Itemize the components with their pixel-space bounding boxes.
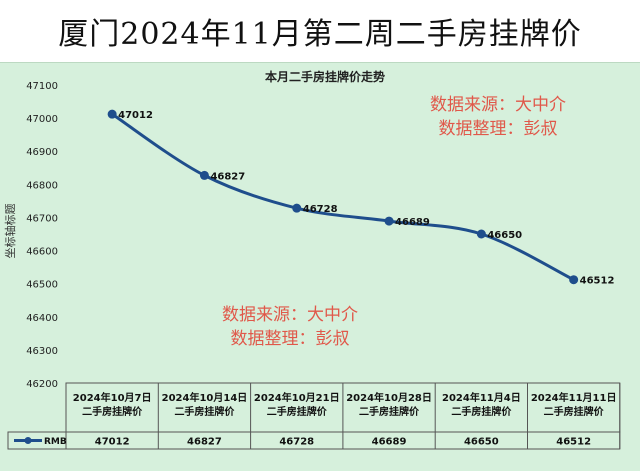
table-category-label: 2024年10月7日 bbox=[73, 391, 152, 404]
chart-panel: 本月二手房挂牌价走势 坐标轴标题 46200 46300 46400 46500 466… bbox=[0, 62, 640, 471]
y-tick-label: 46700 bbox=[26, 213, 58, 224]
table-value-cell: 46689 bbox=[372, 437, 407, 448]
chart-title: 本月二手房挂牌价走势 bbox=[265, 69, 385, 84]
series-line-rmb bbox=[111, 112, 575, 282]
data-point-marker bbox=[292, 203, 302, 213]
line-chart: 本月二手房挂牌价走势 坐标轴标题 46200 46300 46400 46500 466… bbox=[3, 69, 621, 450]
data-point-marker bbox=[569, 275, 579, 285]
y-tick-label: 46800 bbox=[26, 180, 58, 191]
table-value-cell: 46512 bbox=[556, 437, 591, 448]
table-value-cell: 46650 bbox=[464, 437, 499, 448]
y-tick-label: 46900 bbox=[26, 147, 58, 158]
table-category-label: 二手房挂牌价 bbox=[82, 405, 143, 418]
data-label: 47012 bbox=[118, 110, 153, 121]
table-category-label: 2024年11月4日 bbox=[442, 391, 521, 404]
legend-marker bbox=[24, 437, 32, 444]
table-value-cell: 46827 bbox=[187, 437, 222, 448]
editor-note-line: 数据整理：彭叔 bbox=[230, 329, 350, 349]
table-category-label: 2024年11月11日 bbox=[531, 391, 617, 404]
source-note-top: 数据来源：大中介 数据整理：彭叔 bbox=[403, 93, 593, 141]
y-tick-label: 46500 bbox=[26, 280, 58, 291]
table-category-label: 2024年10月21日 bbox=[254, 391, 340, 404]
data-labels: 47012 46827 46728 46689 46650 46512 bbox=[118, 110, 614, 287]
y-tick-label: 46200 bbox=[26, 379, 58, 390]
y-axis-ticks: 46200 46300 46400 46500 46600 46700 46800 46900… bbox=[26, 81, 58, 390]
data-point-marker bbox=[476, 229, 486, 239]
source-note-line: 数据来源：大中介 bbox=[430, 95, 566, 115]
source-note-bottom: 数据来源：大中介 数据整理：彭叔 bbox=[195, 303, 385, 351]
table-category-label: 2024年10月14日 bbox=[162, 391, 248, 404]
table-value-cell: 46728 bbox=[279, 437, 314, 448]
series-markers bbox=[107, 109, 579, 285]
banner-title: 厦门2024年11月第二周二手房挂牌价 bbox=[58, 17, 582, 52]
y-tick-label: 46600 bbox=[26, 247, 58, 258]
y-tick-label: 47000 bbox=[26, 114, 58, 125]
table-category-label: 二手房挂牌价 bbox=[174, 405, 235, 418]
table-category-label: 二手房挂牌价 bbox=[359, 405, 420, 418]
editor-note-line: 数据整理：彭叔 bbox=[438, 119, 558, 139]
data-label: 46512 bbox=[580, 276, 615, 287]
y-axis-title: 坐标轴标题 bbox=[3, 204, 17, 259]
data-point-marker bbox=[107, 109, 117, 119]
legend-series-name: RMB bbox=[44, 437, 67, 447]
banner: 厦门2024年11月第二周二手房挂牌价 bbox=[0, 0, 640, 62]
table-category-label: 二手房挂牌价 bbox=[267, 405, 328, 418]
y-tick-label: 46400 bbox=[26, 313, 58, 324]
y-tick-label: 46300 bbox=[26, 346, 58, 357]
data-table: 2024年10月7日二手房挂牌价2024年10月14日二手房挂牌价2024年10… bbox=[7, 382, 621, 450]
table-value-cell: 47012 bbox=[95, 437, 130, 448]
data-point-marker bbox=[199, 170, 209, 180]
data-label: 46827 bbox=[210, 171, 245, 182]
data-point-marker bbox=[384, 216, 394, 226]
data-label: 46728 bbox=[303, 204, 338, 215]
data-label: 46689 bbox=[395, 217, 430, 228]
y-tick-label: 47100 bbox=[26, 81, 58, 92]
source-note-line: 数据来源：大中介 bbox=[222, 305, 358, 325]
table-category-label: 二手房挂牌价 bbox=[451, 405, 512, 418]
table-category-label: 2024年10月28日 bbox=[346, 391, 432, 404]
table-category-label: 二手房挂牌价 bbox=[544, 405, 605, 418]
data-label: 46650 bbox=[487, 230, 522, 241]
